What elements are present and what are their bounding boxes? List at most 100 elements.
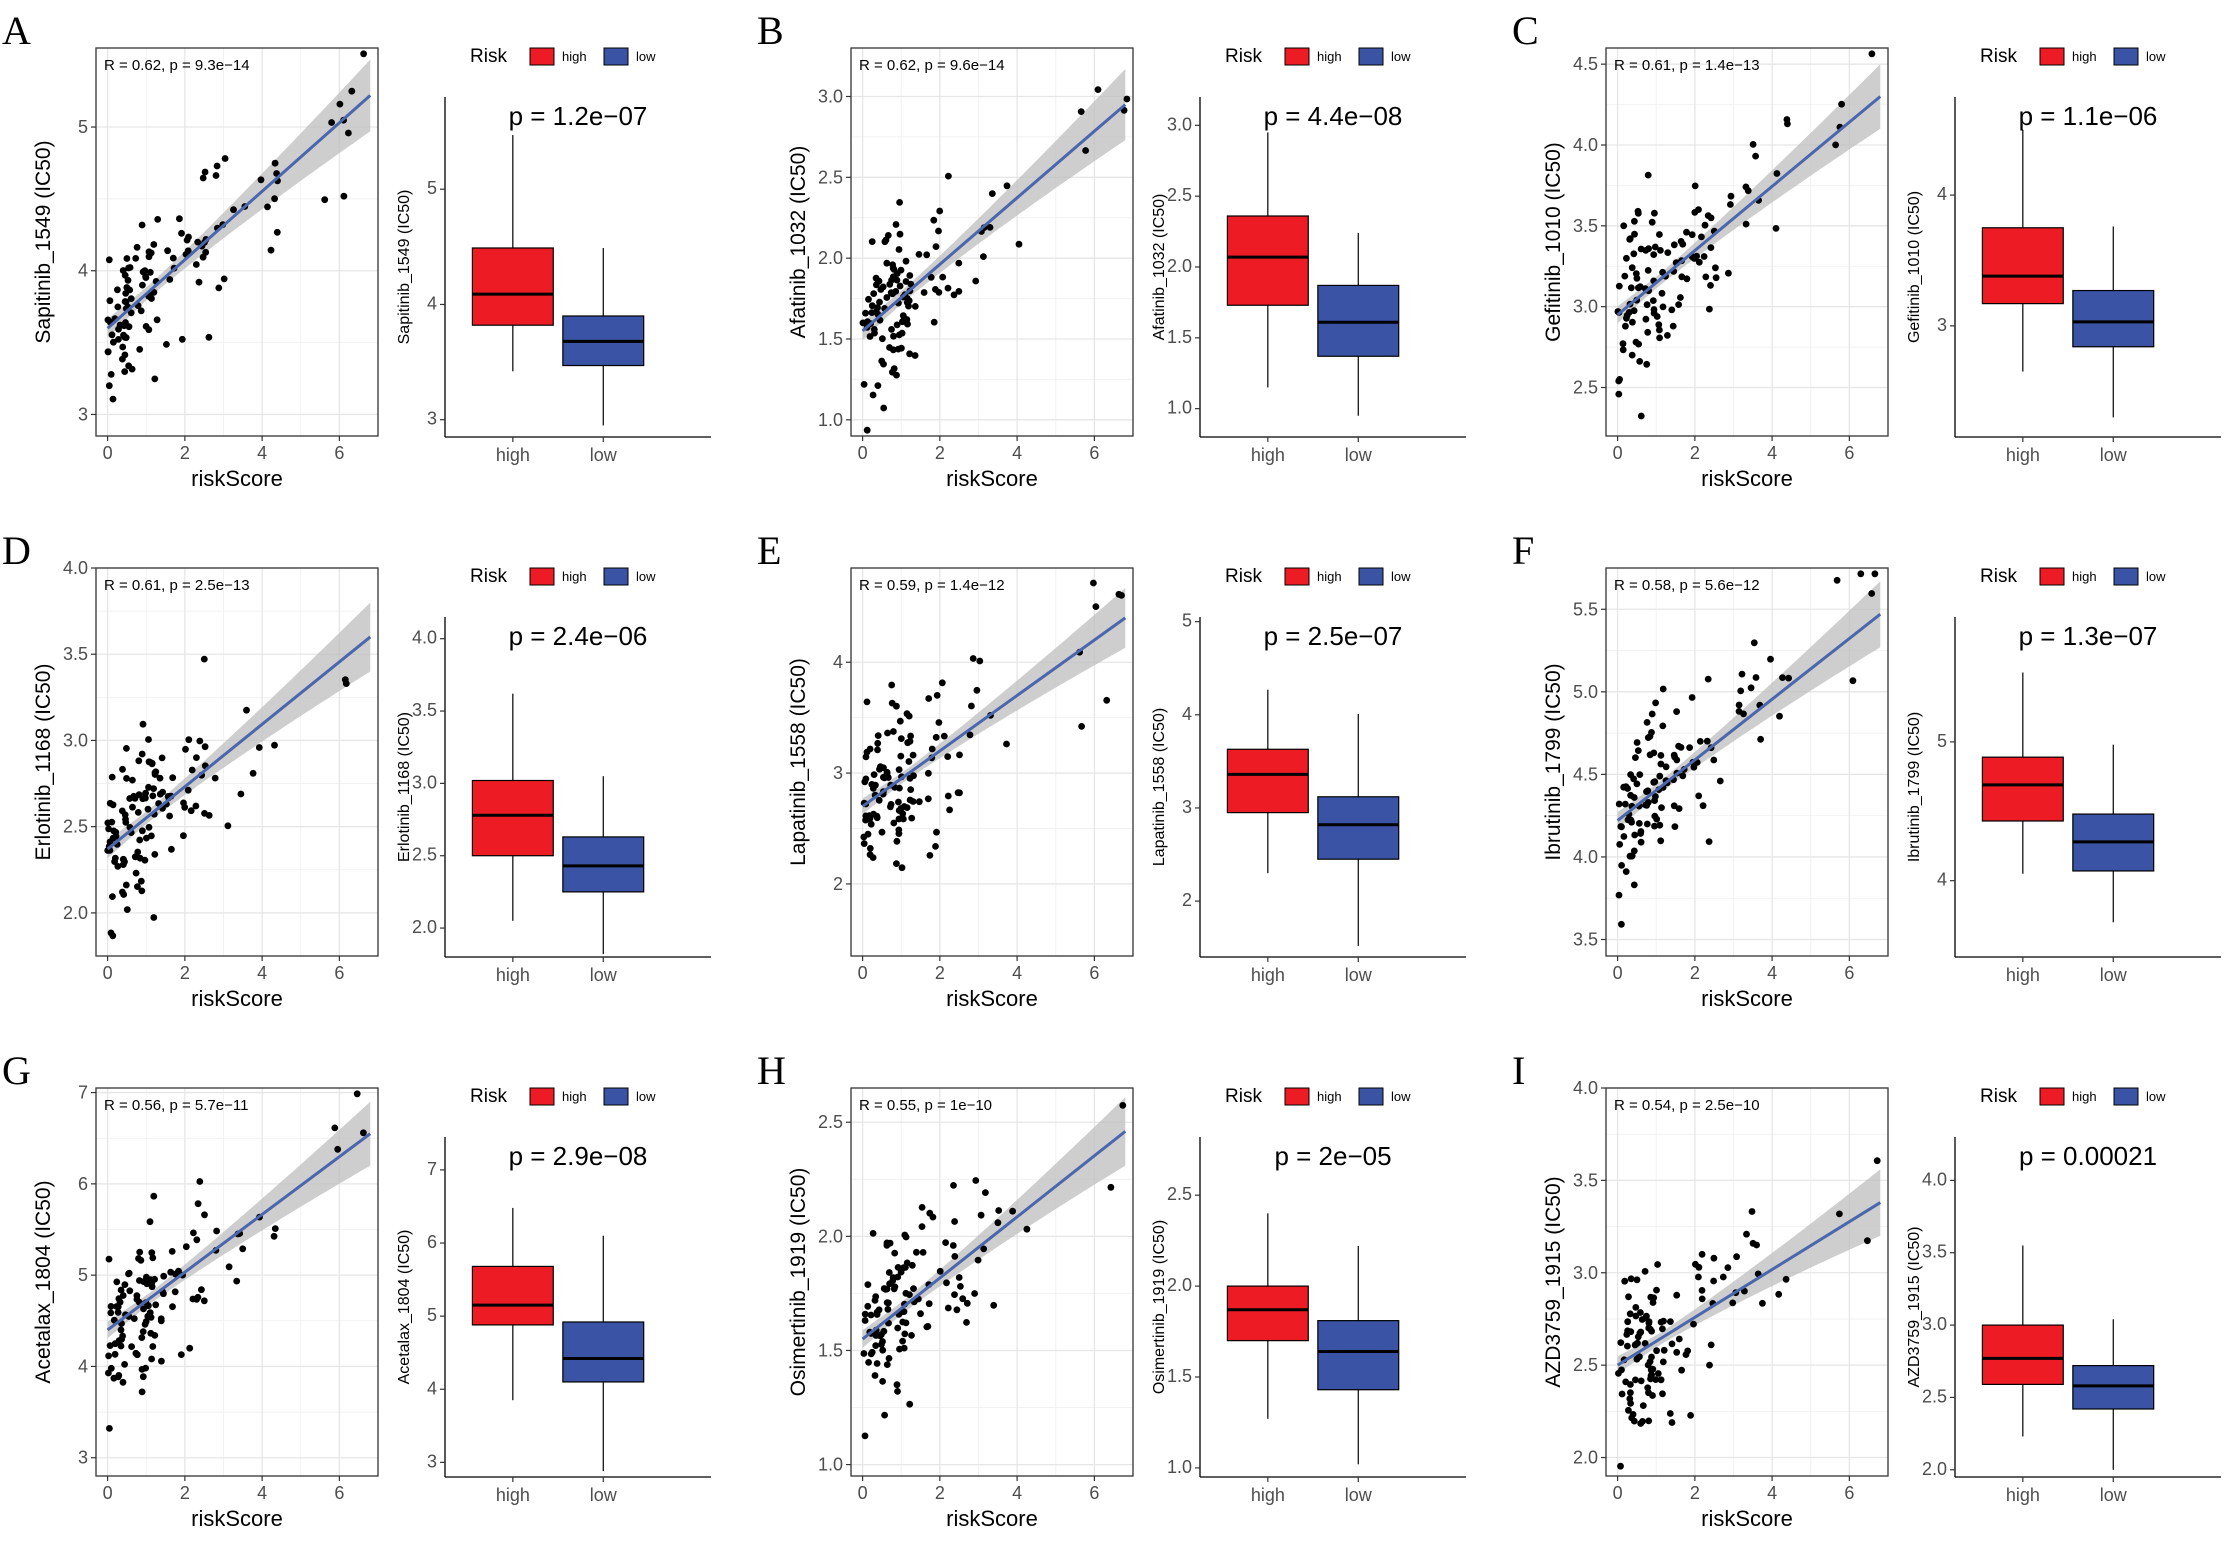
scatter-point — [874, 382, 882, 389]
y-axis-label: Ibrutinib_1799 (IC50) — [1542, 663, 1565, 860]
scatter-point — [121, 1281, 129, 1288]
scatter-point — [924, 795, 932, 803]
scatter-point — [1652, 1376, 1660, 1383]
scatter-point — [883, 1285, 891, 1293]
scatter-point — [142, 794, 149, 802]
scatter-point — [113, 1278, 121, 1286]
scatter-point — [139, 720, 147, 728]
scatter-point — [122, 290, 130, 297]
scatter-point — [901, 1330, 909, 1338]
scatter-point — [1653, 815, 1661, 823]
scatter-point — [1630, 250, 1638, 258]
scatter-point — [360, 50, 367, 58]
scatter-frame — [1605, 47, 1889, 437]
regression-line — [1616, 95, 1882, 316]
scatter-point — [1630, 847, 1638, 855]
scatter-point — [895, 246, 903, 253]
scatter-point — [1871, 570, 1879, 578]
x-axis-label: riskScore — [191, 466, 283, 491]
p-value-label: p = 1.3e−07 — [2019, 621, 2158, 651]
scatter-point — [1634, 207, 1642, 215]
legend-swatch-low — [603, 567, 629, 586]
legend-label-low: low — [1391, 1089, 1411, 1104]
scatter-point — [897, 266, 905, 274]
box-x-tick-label: high — [1251, 965, 1285, 985]
scatter-point — [152, 1301, 160, 1309]
scatter-point — [1729, 1299, 1737, 1307]
scatter-point — [106, 799, 114, 807]
scatter-point — [927, 273, 935, 281]
scatter-point — [163, 341, 170, 348]
scatter-point — [230, 206, 237, 214]
x-tick-label: 2 — [935, 1483, 945, 1503]
y-axis-label: AZD3759_1915 (IC50) — [1542, 1176, 1565, 1387]
scatter-point — [109, 395, 117, 403]
scatter-point — [1647, 1372, 1655, 1380]
scatter-point — [906, 796, 914, 804]
p-value-label: p = 2.9e−08 — [509, 1141, 648, 1171]
box-y-tick-label: 4.0 — [1922, 1169, 1947, 1189]
scatter-point — [1632, 1376, 1639, 1384]
scatter-point — [1652, 699, 1659, 707]
scatter-point — [1648, 218, 1656, 226]
scatter-point — [1668, 1419, 1676, 1426]
x-tick-label: 4 — [1767, 963, 1777, 983]
scatter-point — [918, 1204, 926, 1211]
scatter-point — [1767, 655, 1774, 663]
scatter-point — [1650, 749, 1658, 757]
scatter-point — [1622, 322, 1629, 330]
scatter-point — [1636, 283, 1644, 291]
y-tick-label: 4.0 — [1573, 135, 1598, 155]
box-x-tick-label: low — [2100, 445, 2128, 465]
scatter-point — [888, 681, 896, 689]
scatter-point — [944, 753, 952, 760]
y-tick-label: 4 — [78, 261, 88, 281]
scatter-point — [968, 702, 975, 710]
scatter-point — [1656, 772, 1664, 780]
scatter-point — [1645, 1417, 1653, 1425]
box-high: high — [471, 1207, 554, 1505]
y-tick-label: 4.0 — [63, 558, 88, 578]
scatter-point — [896, 230, 904, 238]
x-tick-label: 0 — [858, 443, 868, 463]
regression-line — [861, 616, 1127, 808]
scatter-point — [114, 863, 122, 870]
scatter-point — [1653, 1286, 1660, 1294]
legend-label-high: high — [1317, 569, 1342, 584]
scatter-point — [1707, 1341, 1715, 1349]
scatter-point — [988, 190, 996, 198]
scatter-point — [1624, 1318, 1632, 1326]
scatter-point — [128, 1343, 136, 1350]
scatter-point — [1615, 891, 1623, 899]
scatter-point — [1643, 360, 1651, 368]
scatter-point — [915, 798, 923, 806]
box-x-tick-label: low — [1345, 965, 1373, 985]
scatter-point — [1636, 771, 1644, 778]
scatter-point — [902, 1319, 910, 1327]
scatter-point — [1656, 821, 1664, 829]
scatter-point — [909, 751, 917, 759]
scatter-point — [880, 1327, 888, 1335]
scatter-point — [345, 129, 352, 137]
scatter-point — [1688, 231, 1696, 239]
x-axis-label: riskScore — [1701, 1506, 1793, 1531]
scatter-point — [951, 1291, 958, 1298]
box-low: low — [562, 247, 645, 465]
scatter-point — [1650, 1294, 1658, 1302]
scatter-point — [360, 1129, 367, 1137]
scatter-point — [974, 1256, 982, 1264]
scatter-point — [1656, 231, 1663, 238]
scatter-point — [321, 196, 329, 204]
scatter-point — [1648, 710, 1656, 718]
scatter-point — [995, 1207, 1003, 1214]
scatter-point — [1625, 1406, 1632, 1414]
scatter-point — [123, 745, 130, 752]
box-plot: Risk high low p = 0.00021 2.0 2.5 3.0 3.5 4.0 AZD… — [1906, 1086, 2221, 1505]
scatter-point — [1618, 823, 1625, 831]
scatter-point — [1712, 274, 1720, 282]
scatter-point — [1620, 783, 1628, 791]
scatter-point — [1784, 120, 1791, 128]
legend-swatch-high — [1284, 1087, 1310, 1106]
scatter-point — [1654, 1261, 1661, 1268]
scatter-point — [169, 1303, 176, 1311]
